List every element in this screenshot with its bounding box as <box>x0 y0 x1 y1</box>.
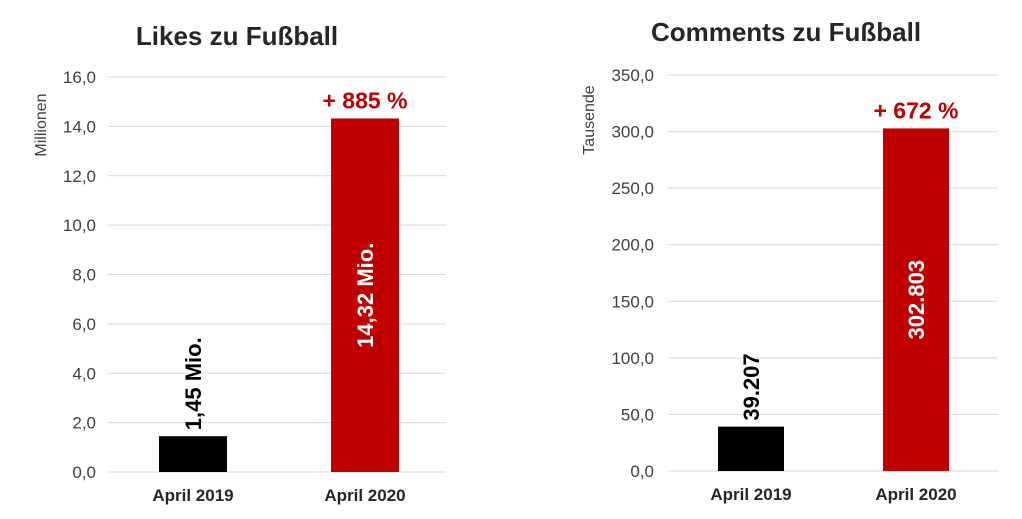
chart-2-data-label-1: 39.207 <box>739 353 764 420</box>
chart-1-y-tick-label: 14,0 <box>63 117 96 136</box>
chart-2-y-tick-label: 250,0 <box>611 179 654 198</box>
chart-1-y-tick-label: 10,0 <box>63 216 96 235</box>
chart-1-y-tick-label: 6,0 <box>72 315 96 334</box>
chart-1-x-tick-label: April 2020 <box>324 486 405 505</box>
chart-2-y-axis-label: Tausende <box>581 85 598 154</box>
chart-1-data-label-1: 1,45 Mio. <box>181 337 206 430</box>
chart-1-y-tick-label: 0,0 <box>72 463 96 482</box>
chart-1-data-label-2: 14,32 Mio. <box>353 243 378 348</box>
chart-1-bar-2 <box>331 118 399 472</box>
chart-2-x-tick-label: April 2019 <box>710 485 791 504</box>
chart-1-x-tick-label: April 2019 <box>152 486 233 505</box>
chart-1-y-tick-label: 16,0 <box>63 68 96 87</box>
chart-2-y-tick-label: 100,0 <box>611 349 654 368</box>
chart-2-y-tick-label: 0,0 <box>630 462 654 481</box>
chart-1-y-tick-label: 4,0 <box>72 364 96 383</box>
chart-2-bar-1 <box>718 426 784 471</box>
chart-1-bar-1 <box>159 436 227 472</box>
chart-1-growth-annotation: + 885 % <box>322 87 407 113</box>
chart-2-x-tick-label: April 2020 <box>875 485 956 504</box>
chart-2-growth-annotation: + 672 % <box>873 97 958 123</box>
chart-2-title: Comments zu Fußball <box>651 17 921 47</box>
chart-1-y-tick-label: 2,0 <box>72 414 96 433</box>
chart-2-y-tick-label: 200,0 <box>611 236 654 255</box>
chart-2-y-tick-label: 50,0 <box>621 405 654 424</box>
chart-1-y-tick-label: 12,0 <box>63 167 96 186</box>
chart-2-y-tick-label: 150,0 <box>611 292 654 311</box>
chart-1-y-axis-label: Millionen <box>33 93 50 156</box>
chart-2-y-tick-label: 300,0 <box>611 123 654 142</box>
chart-2-bar-2 <box>883 128 949 472</box>
chart-2-data-label-2: 302.803 <box>904 260 929 340</box>
chart-1-y-tick-label: 8,0 <box>72 266 96 285</box>
chart-2-y-tick-label: 350,0 <box>611 66 654 85</box>
chart-1-title: Likes zu Fußball <box>136 21 338 51</box>
